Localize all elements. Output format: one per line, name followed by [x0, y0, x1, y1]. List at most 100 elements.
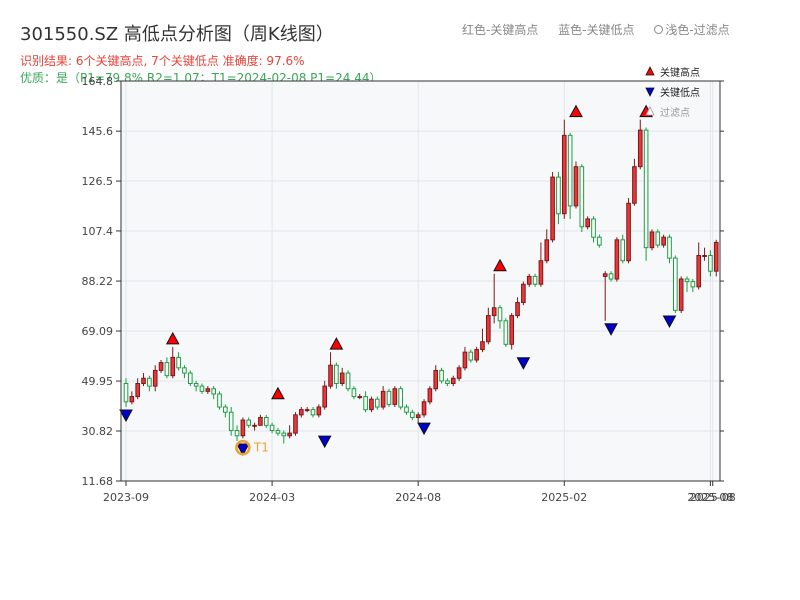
candle-body — [637, 129, 643, 168]
key-high-marker — [329, 337, 344, 350]
candle-body — [170, 356, 176, 377]
candle-body — [316, 406, 322, 416]
candle-body — [415, 414, 421, 418]
candle — [252, 422, 257, 431]
candle-body — [649, 231, 655, 249]
candle — [696, 242, 702, 290]
candle — [497, 305, 503, 329]
candle — [620, 234, 626, 264]
candle-body — [643, 129, 649, 249]
key-high-marker — [165, 331, 180, 345]
candle — [193, 380, 199, 392]
candle — [637, 119, 643, 170]
candle-body — [182, 367, 187, 374]
candle-body — [269, 424, 275, 432]
candle — [152, 365, 158, 392]
candle — [585, 216, 590, 230]
candle-body — [655, 231, 661, 246]
candle — [509, 312, 515, 350]
candle — [299, 407, 304, 418]
candle-body — [152, 369, 158, 387]
candle — [217, 391, 222, 410]
filtered-point-marker — [235, 439, 251, 456]
candle — [211, 386, 216, 400]
candle — [351, 386, 357, 400]
y-tick-label: 69.09 — [82, 325, 114, 338]
candle-body — [293, 414, 298, 434]
candle-body — [275, 430, 281, 434]
candle — [626, 198, 631, 264]
candle — [258, 414, 263, 426]
candle — [275, 427, 281, 436]
candle-body — [223, 406, 228, 413]
candle — [433, 365, 439, 392]
candle-body — [579, 166, 585, 228]
candle — [573, 161, 579, 209]
candle — [345, 370, 351, 392]
x-tick-label: 2024-08 — [395, 491, 441, 504]
candle-body — [602, 273, 608, 277]
candle — [491, 273, 497, 324]
candle-body — [521, 283, 526, 304]
x-tick-label: 2024-03 — [249, 491, 295, 504]
x-tick-label: 2025-02 — [541, 491, 587, 504]
candle — [170, 346, 176, 379]
key-low-marker — [516, 357, 531, 370]
candle — [678, 276, 684, 313]
candle — [328, 352, 333, 389]
candle — [398, 386, 403, 410]
candle-body — [263, 416, 269, 426]
candle-body — [608, 273, 614, 280]
candle — [503, 318, 509, 347]
candle — [293, 412, 298, 436]
candle — [369, 396, 374, 413]
candle — [187, 370, 193, 387]
candle-body — [462, 351, 468, 369]
candle-body — [392, 388, 398, 405]
candle — [176, 352, 181, 371]
candle — [702, 247, 707, 261]
candle — [468, 349, 474, 363]
candle-body — [597, 236, 602, 246]
candle-body — [398, 388, 403, 408]
candle-body — [702, 255, 707, 258]
candle-body — [410, 411, 415, 418]
candle-body — [696, 255, 702, 288]
candle-body — [304, 409, 310, 412]
legend-low-icon — [645, 87, 655, 97]
y-tick-label: 164.8 — [82, 75, 114, 88]
candle-body — [310, 409, 316, 416]
key-low-marker — [417, 422, 431, 436]
candle-body — [684, 278, 690, 283]
candle-body — [497, 307, 503, 322]
candle — [164, 357, 170, 379]
candle — [538, 242, 544, 287]
candle — [223, 404, 228, 418]
key-low-marker — [604, 323, 618, 336]
candle — [667, 234, 672, 264]
candle — [386, 388, 392, 408]
candle-body — [614, 239, 620, 280]
candle-body — [690, 281, 696, 288]
candle-body — [386, 390, 392, 405]
candle — [158, 359, 164, 374]
candle — [135, 378, 140, 400]
candle-body — [503, 320, 509, 345]
y-tick-label: 107.4 — [82, 225, 114, 238]
candle-body — [550, 176, 555, 241]
candle-body — [480, 341, 485, 351]
candle — [480, 328, 485, 353]
candle — [567, 132, 573, 219]
candle — [632, 158, 637, 206]
candle-body — [544, 239, 550, 262]
candle-body — [515, 302, 520, 317]
result-summary: 识别结果: 6个关键高点, 7个关键低点 准确度: 97.6% — [20, 54, 305, 68]
candle — [602, 271, 608, 321]
candle-body — [567, 134, 573, 207]
candle — [141, 373, 146, 387]
top-legend: 红色-关键高点 蓝色-关键低点 浅色-过滤点 — [462, 21, 730, 38]
candle-body — [445, 380, 450, 385]
y-tick-label: 30.82 — [82, 425, 114, 438]
